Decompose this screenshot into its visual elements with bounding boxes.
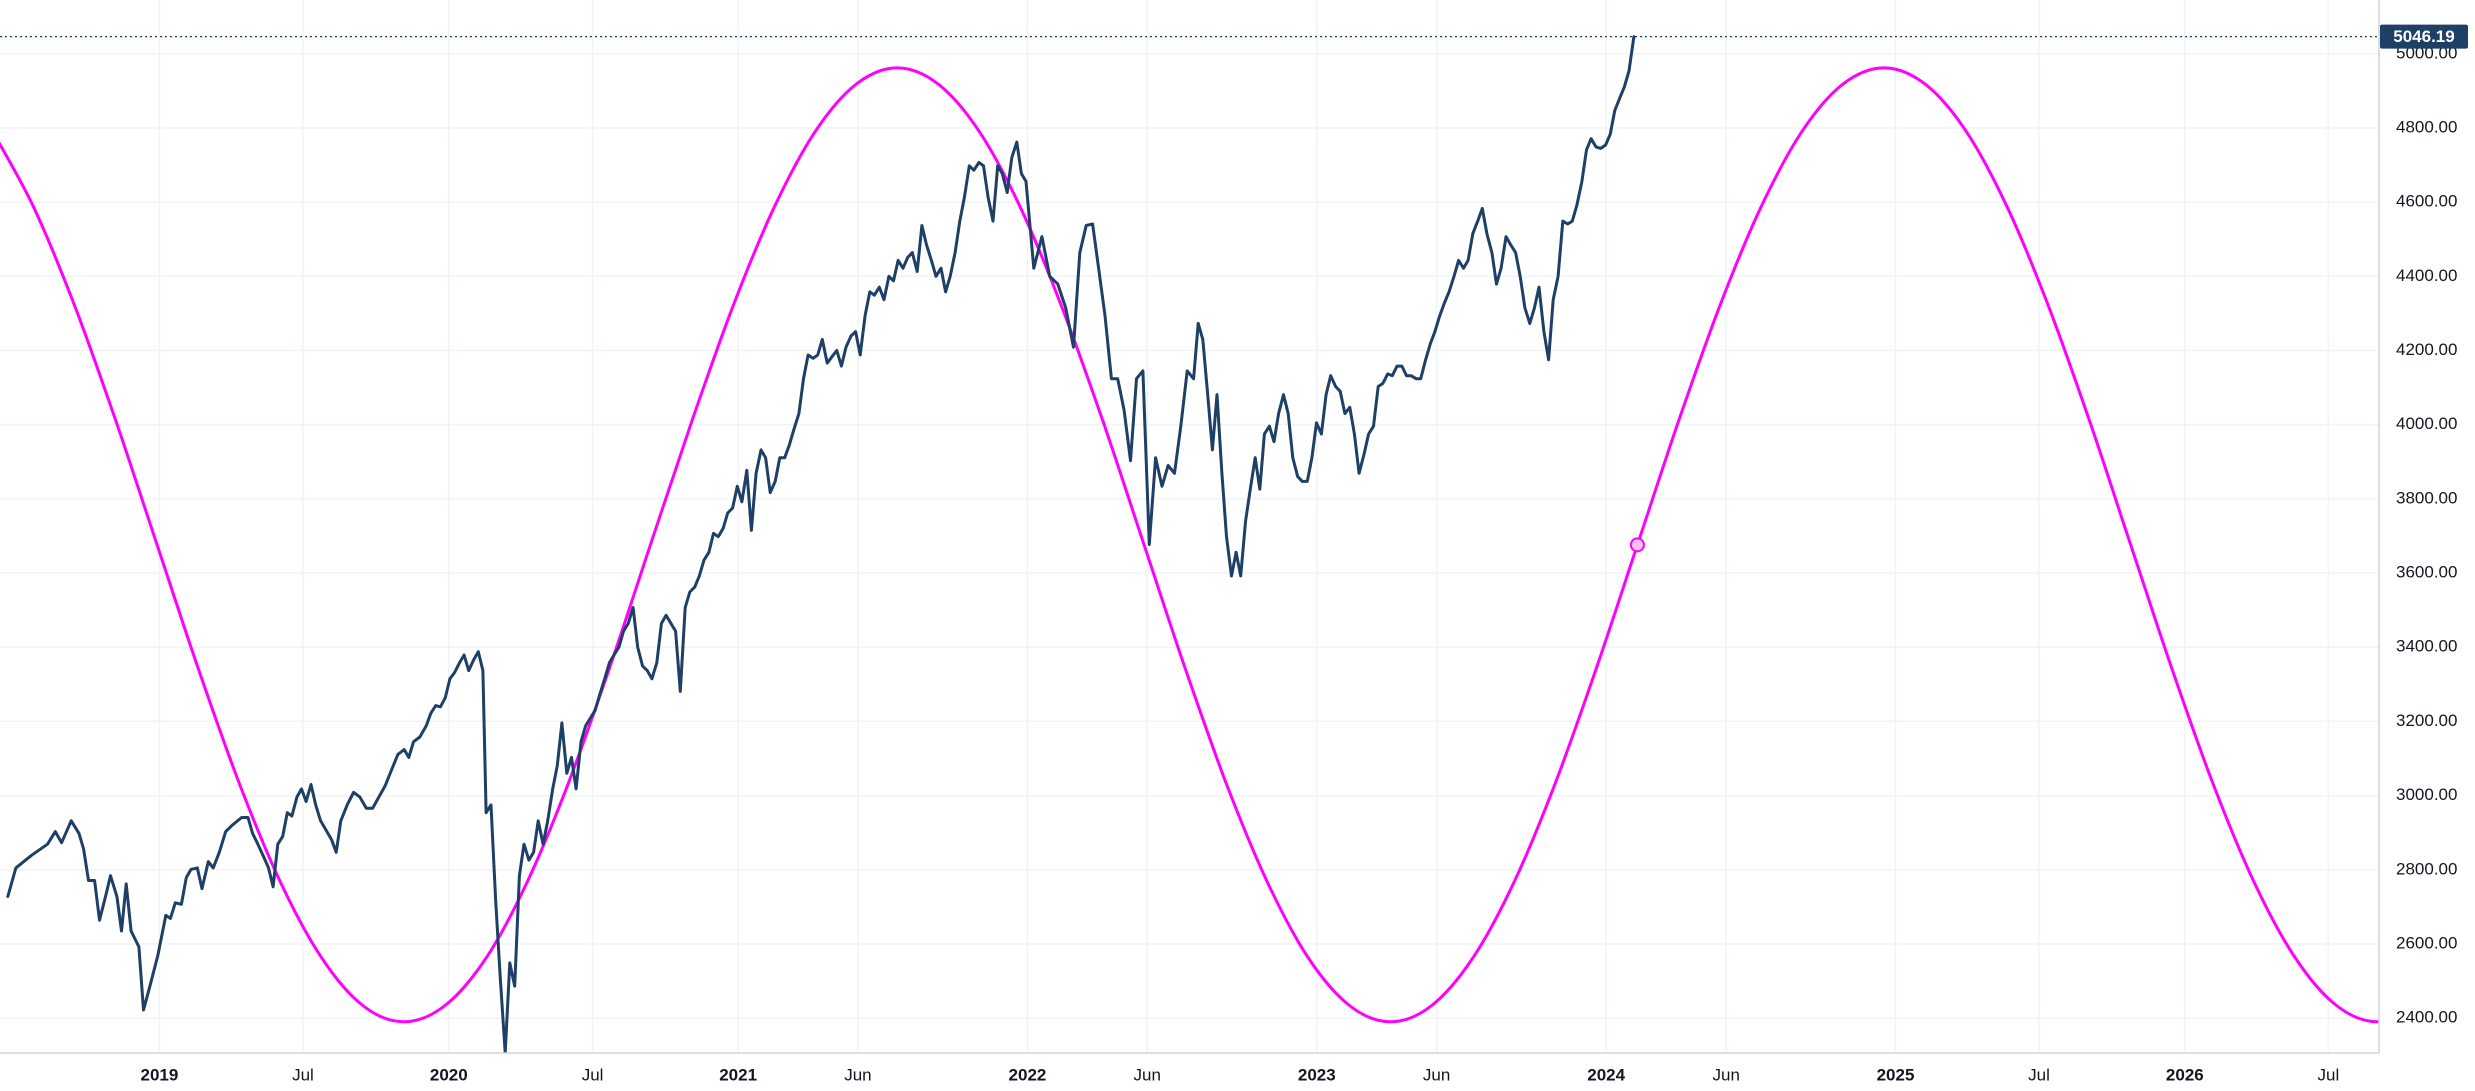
x-tick-label: Jun: [844, 1065, 871, 1084]
x-tick-label: Jul: [582, 1065, 604, 1084]
x-tick-label: Jun: [1423, 1065, 1450, 1084]
y-tick-label: 3400.00: [2396, 637, 2457, 656]
last-price-box: [2380, 24, 2468, 49]
x-tick-label: Jun: [1713, 1065, 1740, 1084]
y-tick-label: 4600.00: [2396, 192, 2457, 211]
series-line: [0, 66, 2379, 1024]
x-tick-label: 2020: [430, 1065, 468, 1084]
y-tick-label: 4000.00: [2396, 414, 2457, 433]
x-tick-label: Jul: [2028, 1065, 2050, 1084]
grid: [0, 0, 2379, 1053]
x-tick-label: Jun: [1134, 1065, 1161, 1084]
x-tick-label: Jul: [292, 1065, 314, 1084]
point-marker: [1629, 537, 1645, 553]
y-tick-label: 3200.00: [2396, 711, 2457, 730]
axes: 2400.00 2600.00 2800.00 3000.00 3200.00 3400.…: [141, 24, 2468, 1084]
x-tick-label: 2019: [141, 1065, 179, 1084]
x-tick-label: 2023: [1298, 1065, 1336, 1084]
x-tick-label: 2022: [1009, 1065, 1047, 1084]
x-tick-label: 2025: [1877, 1065, 1915, 1084]
last-price-label: 5046.19: [2393, 27, 2454, 46]
x-tick-label: Jul: [2317, 1065, 2339, 1084]
x-tick-label: 2021: [719, 1065, 757, 1084]
y-tick-label: 2800.00: [2396, 859, 2457, 878]
y-tick-label: 2600.00: [2396, 933, 2457, 952]
y-tick-label: 4800.00: [2396, 117, 2457, 136]
y-tick-label: 3600.00: [2396, 563, 2457, 582]
x-tick-label: 2024: [1587, 1065, 1625, 1084]
y-tick-label: 3800.00: [2396, 488, 2457, 507]
plot-area: [0, 35, 2379, 1053]
y-tick-label: 3000.00: [2396, 785, 2457, 804]
y-tick-label: 2400.00: [2396, 1008, 2457, 1027]
y-tick-label: 4200.00: [2396, 340, 2457, 359]
y-tick-label: 4400.00: [2396, 266, 2457, 285]
x-tick-label: 2026: [2166, 1065, 2204, 1084]
series-line: [6, 35, 1636, 1053]
